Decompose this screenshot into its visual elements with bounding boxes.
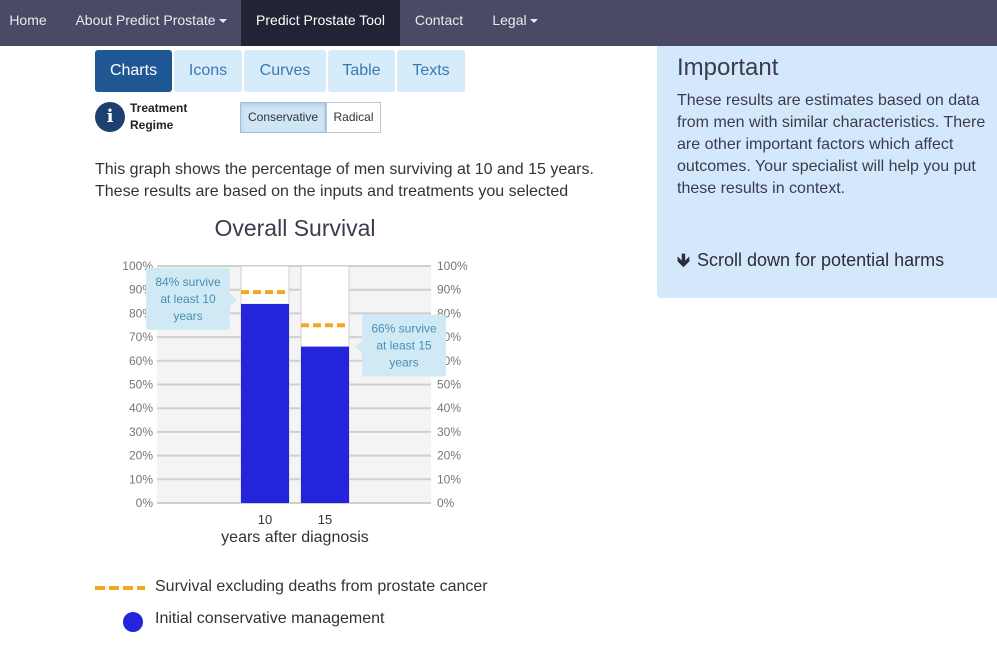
dashed-line-legend-icon (95, 586, 145, 590)
survival-bar (301, 346, 349, 503)
important-panel: Important These results are estimates ba… (657, 46, 997, 298)
chart-callouts: 84% survive at least 10 years 66% survive at… (146, 267, 446, 377)
nav-tool[interactable]: Predict Prostate Tool (241, 0, 400, 46)
nav-about-dropdown[interactable]: About Predict Prostate (62, 0, 240, 46)
y-tick-label-left: 30% (129, 425, 153, 439)
nav-contact[interactable]: Contact (404, 0, 474, 46)
description-line-2: These results are based on the inputs an… (95, 183, 569, 200)
y-tick-label-right: 20% (437, 449, 461, 463)
panel-text: These results are estimates based on dat… (677, 92, 986, 197)
y-tick-label-right: 90% (437, 283, 461, 297)
callout-pointer (230, 293, 237, 306)
callout-text-line: years (389, 356, 418, 370)
conservative-toggle[interactable]: Conservative (240, 102, 326, 133)
nav-legal-dropdown[interactable]: Legal (480, 0, 550, 46)
nav-tool-label: Predict Prostate Tool (256, 12, 385, 28)
chart-description: This graph shows the percentage of men s… (95, 159, 615, 203)
info-icon[interactable]: i (95, 102, 125, 132)
scroll-down-label: Scroll down for potential harms (697, 250, 945, 270)
callout-text-line: 84% survive (155, 275, 221, 289)
y-tick-label-left: 100% (122, 259, 153, 273)
y-tick-label-right: 40% (437, 401, 461, 415)
tab-table[interactable]: Table (328, 50, 395, 92)
nav-home-label: Home (9, 12, 47, 28)
callout-text-line: at least 15 (376, 339, 432, 353)
legend-dashed-label: Survival excluding deaths from prostate … (155, 578, 488, 595)
y-tick-label-left: 20% (129, 449, 153, 463)
panel-title: Important (677, 54, 779, 81)
y-tick-label-right: 0% (437, 496, 455, 510)
chart-bars (240, 265, 350, 504)
tab-icons[interactable]: Icons (174, 50, 242, 92)
nav-home[interactable]: Home (0, 0, 56, 46)
callout-pointer (355, 340, 362, 353)
survival-callout-box (146, 267, 230, 330)
caret-down-icon (218, 19, 227, 24)
y-tick-label-left: 50% (129, 378, 153, 392)
navbar: Home About Predict Prostate Predict Pros… (0, 0, 997, 46)
y-tick-label-left: 10% (129, 472, 153, 486)
y-tick-label-right: 50% (437, 378, 461, 392)
chart-labels: 10 15 years after diagnosis (221, 512, 369, 546)
arrow-down-icon: 🡻 (677, 250, 690, 270)
overall-survival-chart: 0% 0%10% 10%20% 20%30% 30%40% 40%50% 50%60% 60%… (122, 215, 468, 546)
y-tick-label-right: 10% (437, 472, 461, 486)
x-tick-label: 10 (258, 512, 272, 527)
nav-about-label: About Predict Prostate (75, 12, 216, 28)
y-tick-label-left: 0% (136, 496, 154, 510)
nav-legal-label: Legal (492, 12, 527, 28)
chart-title: Overall Survival (214, 215, 375, 241)
x-axis-label: years after diagnosis (221, 529, 369, 546)
survival-bar (241, 303, 289, 503)
description-line-1: This graph shows the percentage of men s… (95, 161, 594, 178)
tab-texts[interactable]: Texts (397, 50, 465, 92)
scroll-down-link[interactable]: 🡻 Scroll down for potential harms (677, 248, 944, 278)
treatment-regime-label: Treatment Regime (130, 101, 188, 132)
x-tick-label: 15 (318, 512, 332, 527)
callout-text-line: years (173, 309, 202, 323)
y-tick-label-left: 70% (129, 330, 153, 344)
y-tick-label-left: 40% (129, 401, 153, 415)
legend-dot-label: Initial conservative management (155, 610, 385, 627)
callout-text-line: at least 10 (160, 292, 216, 306)
y-tick-label-right: 30% (437, 425, 461, 439)
tab-charts[interactable]: Charts (95, 50, 172, 92)
survival-callout-box (362, 314, 446, 377)
y-tick-label-left: 60% (129, 354, 153, 368)
tab-curves[interactable]: Curves (244, 50, 326, 92)
callout-text-line: 66% survive (371, 322, 437, 336)
nav-contact-label: Contact (414, 12, 464, 28)
radical-toggle[interactable]: Radical (326, 102, 381, 133)
dot-legend-icon (123, 612, 143, 632)
caret-down-icon (529, 19, 538, 24)
y-tick-label-right: 100% (437, 259, 468, 273)
